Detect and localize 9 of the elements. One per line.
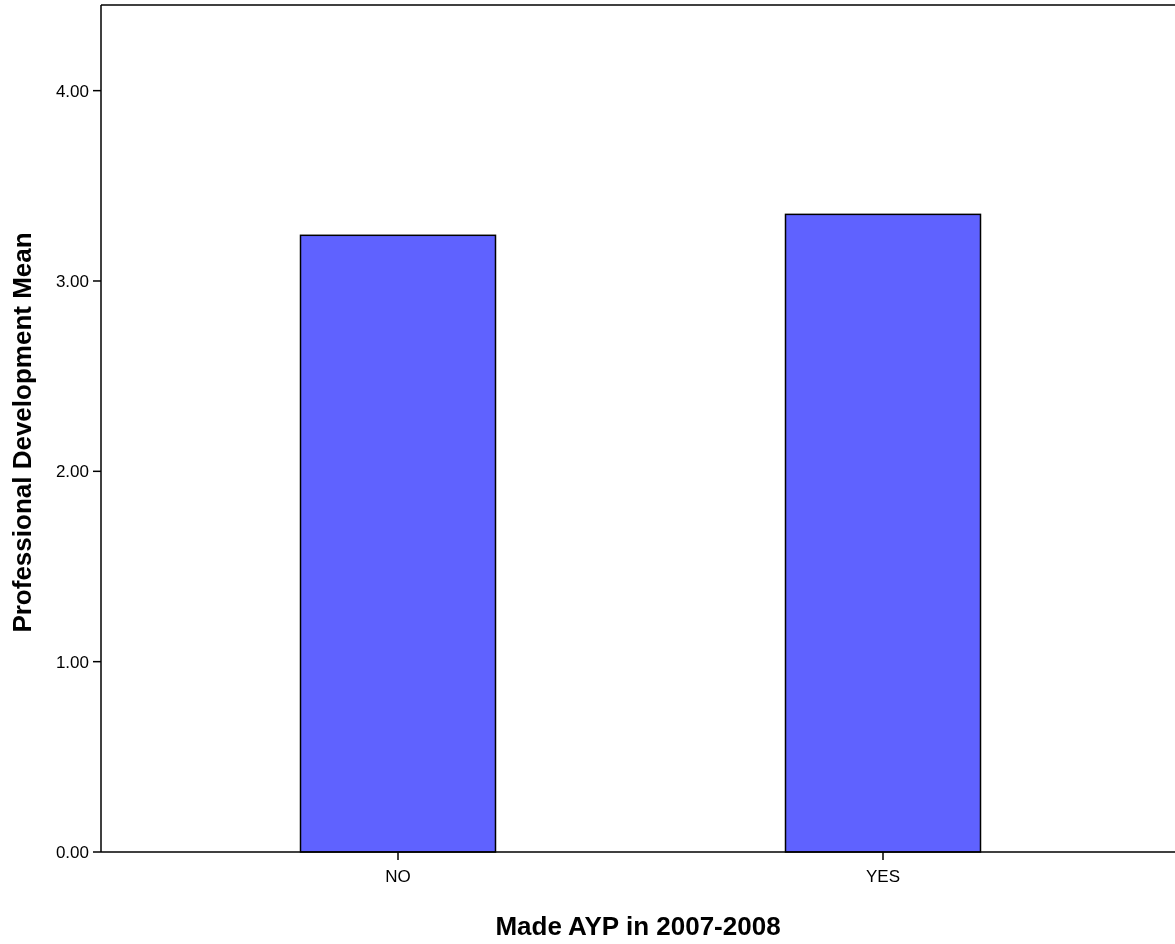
y-tick-label: 0.00 [55,842,89,862]
y-tick-label: 1.00 [55,652,89,672]
x-axis-title: Made AYP in 2007-2008 [495,911,781,941]
y-tick-label: 2.00 [55,462,89,482]
y-tick-label: 4.00 [55,81,89,101]
y-axis-title: Professional Development Mean [7,232,37,633]
x-tick-label: NO [385,867,411,886]
x-tick-label: YES [865,867,901,886]
y-tick-label: 3.00 [55,271,89,291]
